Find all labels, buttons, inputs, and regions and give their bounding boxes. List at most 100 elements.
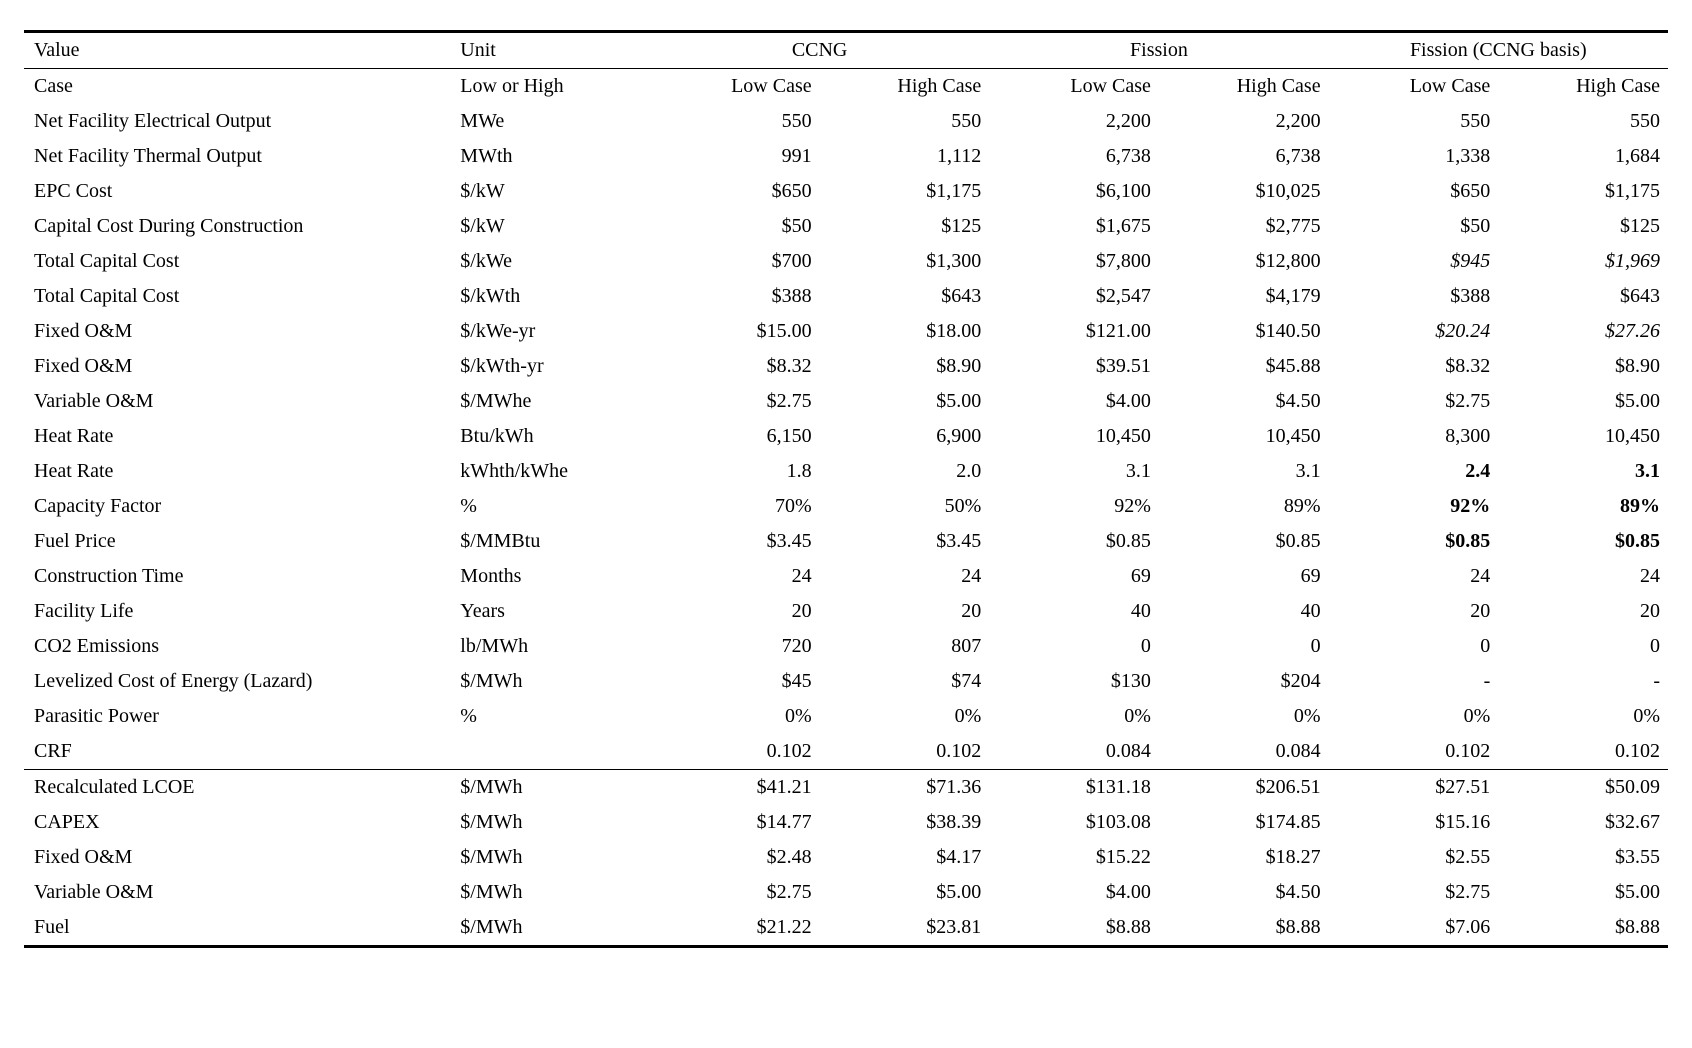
row-unit: $/kWe xyxy=(452,244,650,279)
cell: $8.32 xyxy=(650,349,820,384)
cell: 20 xyxy=(1329,594,1499,629)
cell: $5.00 xyxy=(1498,384,1668,419)
cell: $4.00 xyxy=(989,875,1159,910)
sub-4: Low Case xyxy=(1329,69,1499,105)
row-unit: Years xyxy=(452,594,650,629)
row-unit: $/kWth xyxy=(452,279,650,314)
cell: 550 xyxy=(1498,104,1668,139)
cell: $27.26 xyxy=(1498,314,1668,349)
cell: 0.102 xyxy=(650,734,820,770)
cell: $103.08 xyxy=(989,805,1159,840)
cell: $3.45 xyxy=(650,524,820,559)
cell: $140.50 xyxy=(1159,314,1329,349)
row-unit: $/MWh xyxy=(452,664,650,699)
cell: 0% xyxy=(650,699,820,734)
cell: $7,800 xyxy=(989,244,1159,279)
row-label: Fixed O&M xyxy=(24,840,452,875)
cell: $3.55 xyxy=(1498,840,1668,875)
cell: $125 xyxy=(820,209,990,244)
cell: $125 xyxy=(1498,209,1668,244)
table-row: Fixed O&M$/MWh$2.48$4.17$15.22$18.27$2.5… xyxy=(24,840,1668,875)
cell: $1,675 xyxy=(989,209,1159,244)
table-row: CRF0.1020.1020.0840.0840.1020.102 xyxy=(24,734,1668,770)
row-unit: MWth xyxy=(452,139,650,174)
cell: 807 xyxy=(820,629,990,664)
row-label: Construction Time xyxy=(24,559,452,594)
table-body-main: Net Facility Electrical OutputMWe5505502… xyxy=(24,104,1668,770)
cell: $12,800 xyxy=(1159,244,1329,279)
row-unit: $/kW xyxy=(452,209,650,244)
header-case-unit: Low or High xyxy=(452,69,650,105)
cell: 3.1 xyxy=(989,454,1159,489)
row-unit: $/kWe-yr xyxy=(452,314,650,349)
table-row: Net Facility Thermal OutputMWth9911,1126… xyxy=(24,139,1668,174)
cell: $8.90 xyxy=(1498,349,1668,384)
cell: 0% xyxy=(989,699,1159,734)
row-label: Recalculated LCOE xyxy=(24,770,452,806)
cell: $8.90 xyxy=(820,349,990,384)
header-row-cases: Case Low or High Low Case High Case Low … xyxy=(24,69,1668,105)
row-label: Levelized Cost of Energy (Lazard) xyxy=(24,664,452,699)
table-row: Construction TimeMonths242469692424 xyxy=(24,559,1668,594)
table-row: Net Facility Electrical OutputMWe5505502… xyxy=(24,104,1668,139)
row-label: Heat Rate xyxy=(24,454,452,489)
table-row: Variable O&M$/MWh$2.75$5.00$4.00$4.50$2.… xyxy=(24,875,1668,910)
cell: 24 xyxy=(1498,559,1668,594)
cell: $7.06 xyxy=(1329,910,1499,947)
cell: 10,450 xyxy=(1159,419,1329,454)
row-label: Fuel xyxy=(24,910,452,947)
cell: $131.18 xyxy=(989,770,1159,806)
cell: $50 xyxy=(1329,209,1499,244)
cell: $2,775 xyxy=(1159,209,1329,244)
table-row: Fixed O&M$/kWe-yr$15.00$18.00$121.00$140… xyxy=(24,314,1668,349)
row-label: Heat Rate xyxy=(24,419,452,454)
cell: $4.50 xyxy=(1159,384,1329,419)
row-label: Net Facility Thermal Output xyxy=(24,139,452,174)
cell: $4,179 xyxy=(1159,279,1329,314)
row-unit: Btu/kWh xyxy=(452,419,650,454)
table-row: Capital Cost During Construction$/kW$50$… xyxy=(24,209,1668,244)
sub-1: High Case xyxy=(820,69,990,105)
cell: 50% xyxy=(820,489,990,524)
cell: 24 xyxy=(1329,559,1499,594)
cell: 20 xyxy=(820,594,990,629)
row-label: Fixed O&M xyxy=(24,314,452,349)
cell: 89% xyxy=(1498,489,1668,524)
cell: $45 xyxy=(650,664,820,699)
cell: 2,200 xyxy=(989,104,1159,139)
table-row: Facility LifeYears202040402020 xyxy=(24,594,1668,629)
cell: $2.75 xyxy=(1329,875,1499,910)
cell: 0 xyxy=(1329,629,1499,664)
group-ccng: CCNG xyxy=(650,32,989,69)
cell: $3.45 xyxy=(820,524,990,559)
cell: $5.00 xyxy=(820,384,990,419)
cell: $15.16 xyxy=(1329,805,1499,840)
sub-2: Low Case xyxy=(989,69,1159,105)
cell: 40 xyxy=(1159,594,1329,629)
table-row: Parasitic Power%0%0%0%0%0%0% xyxy=(24,699,1668,734)
cell: 24 xyxy=(820,559,990,594)
cell: 0 xyxy=(1159,629,1329,664)
row-unit: Months xyxy=(452,559,650,594)
cell: $45.88 xyxy=(1159,349,1329,384)
cell: $10,025 xyxy=(1159,174,1329,209)
cell: $6,100 xyxy=(989,174,1159,209)
cell: $50.09 xyxy=(1498,770,1668,806)
cell: 0% xyxy=(1329,699,1499,734)
cell: $4.50 xyxy=(1159,875,1329,910)
cell: 2.0 xyxy=(820,454,990,489)
cell: 20 xyxy=(650,594,820,629)
cell: $18.00 xyxy=(820,314,990,349)
cell: $174.85 xyxy=(1159,805,1329,840)
table-row: Fuel$/MWh$21.22$23.81$8.88$8.88$7.06$8.8… xyxy=(24,910,1668,947)
cell: $0.85 xyxy=(1329,524,1499,559)
row-label: Fixed O&M xyxy=(24,349,452,384)
cell: $14.77 xyxy=(650,805,820,840)
cell: $0.85 xyxy=(989,524,1159,559)
header-value: Value xyxy=(24,32,452,69)
row-unit: kWhth/kWhe xyxy=(452,454,650,489)
header-case-label: Case xyxy=(24,69,452,105)
cell: $2.55 xyxy=(1329,840,1499,875)
cell: 2.4 xyxy=(1329,454,1499,489)
table-body-secondary: Recalculated LCOE$/MWh$41.21$71.36$131.1… xyxy=(24,770,1668,947)
